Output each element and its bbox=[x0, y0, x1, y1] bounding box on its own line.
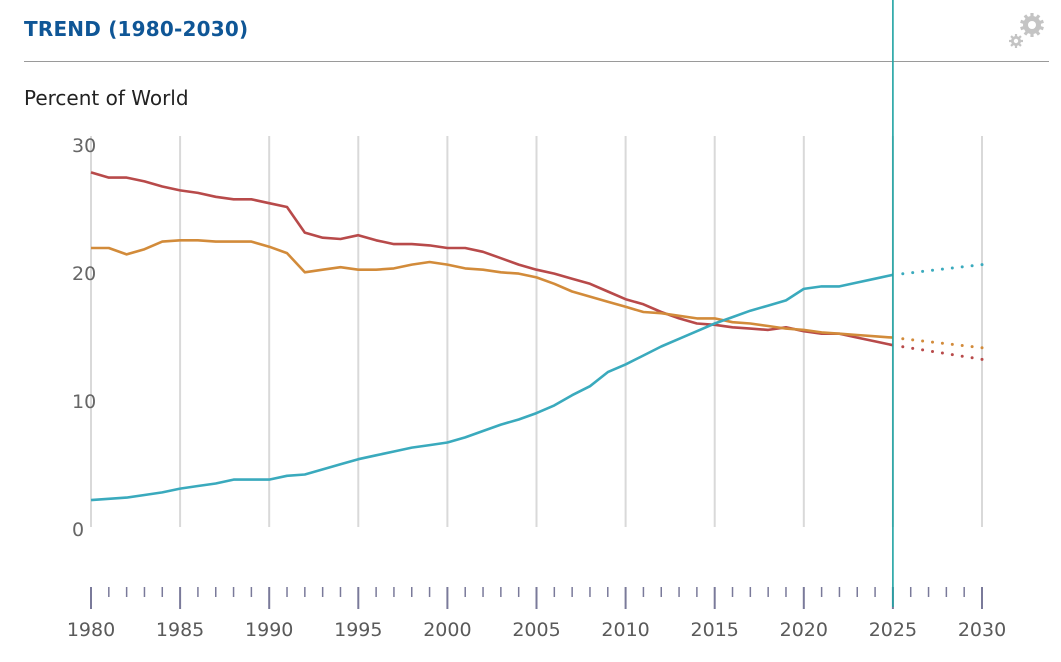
projection-dot-series-2 bbox=[960, 344, 964, 348]
projection-dot-series-3 bbox=[980, 263, 984, 267]
x-tick-label: 1990 bbox=[245, 619, 293, 641]
x-tick-label: 1995 bbox=[334, 619, 382, 641]
projection-dot-series-1 bbox=[931, 349, 934, 353]
projection-dot-series-3 bbox=[960, 265, 964, 269]
projection-dot-series-1 bbox=[940, 351, 944, 355]
x-tick-label: 1980 bbox=[67, 619, 115, 641]
projection-dot-series-2 bbox=[950, 342, 954, 346]
projection-dot-series-2 bbox=[940, 341, 944, 345]
projection-dot-series-1 bbox=[960, 354, 964, 358]
x-tick-label: 2010 bbox=[601, 619, 649, 641]
projection-dot-series-1 bbox=[980, 357, 984, 361]
series-line-1 bbox=[90, 171, 894, 347]
projection-dot-series-1 bbox=[921, 348, 925, 352]
projection-dot-series-3 bbox=[901, 272, 905, 276]
projection-dot-series-3 bbox=[911, 271, 915, 275]
y-tick-label: 0 bbox=[72, 519, 84, 541]
projection-dot-series-2 bbox=[970, 345, 974, 349]
x-tick-label: 2000 bbox=[423, 619, 471, 641]
projection-dot-series-2 bbox=[931, 340, 934, 344]
projection-dot-series-2 bbox=[901, 337, 905, 341]
projection-dot-series-2 bbox=[921, 339, 925, 343]
x-axis: 1980 1985 1990 1995 2000 2005 2010 2015 2020 2025… bbox=[67, 587, 1006, 641]
projection-dot-series-2 bbox=[980, 346, 984, 350]
projection-dot-series-3 bbox=[940, 267, 944, 271]
projection-dot-series-3 bbox=[970, 264, 974, 268]
y-tick-label: 10 bbox=[72, 391, 96, 413]
y-tick-label: 20 bbox=[72, 263, 96, 285]
x-tick-label: 2020 bbox=[780, 619, 828, 641]
x-tick-label: 2005 bbox=[512, 619, 560, 641]
x-tick-label: 2015 bbox=[691, 619, 739, 641]
projection-dot-series-3 bbox=[950, 266, 954, 270]
gear-icon[interactable] bbox=[1004, 10, 1048, 54]
projection-dot-series-1 bbox=[950, 353, 954, 357]
projection-dot-series-1 bbox=[901, 345, 905, 349]
projection-dot-series-2 bbox=[911, 338, 915, 342]
projection-dot-series-3 bbox=[931, 268, 934, 272]
x-tick-label: 2025 bbox=[869, 619, 917, 641]
projection-dot-series-3 bbox=[921, 269, 925, 273]
gridlines bbox=[90, 136, 983, 527]
header-divider bbox=[24, 61, 1049, 62]
series-line-3 bbox=[90, 273, 894, 502]
series-line-2 bbox=[91, 239, 893, 339]
x-tick-label: 1985 bbox=[156, 619, 204, 641]
projection-dot-series-1 bbox=[970, 356, 974, 360]
y-axis-title: Percent of World bbox=[24, 86, 189, 110]
chart-title: TREND (1980-2030) bbox=[24, 17, 249, 41]
series-lines bbox=[90, 171, 984, 502]
y-tick-label: 30 bbox=[72, 135, 96, 157]
projection-dot-series-1 bbox=[911, 346, 915, 350]
x-tick-label: 2030 bbox=[958, 619, 1006, 641]
y-axis-ticks: 0 10 20 30 bbox=[72, 135, 96, 541]
